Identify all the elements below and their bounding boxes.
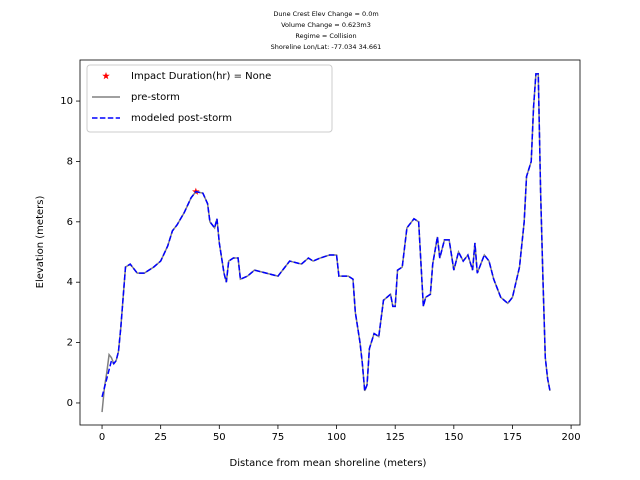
chart-title: Volume Change = 0.623m3 [281, 21, 371, 29]
x-tick-label: 150 [444, 432, 463, 443]
x-tick-label: 75 [272, 432, 285, 443]
x-tick-label: 100 [327, 432, 346, 443]
y-tick-label: 4 [67, 277, 73, 288]
legend-label: modeled post-storm [131, 113, 232, 124]
legend-box [86, 64, 333, 133]
y-tick-label: 8 [67, 156, 73, 167]
y-tick-label: 2 [67, 338, 73, 349]
y-tick-label: 0 [67, 398, 73, 409]
y-tick-label: 6 [67, 217, 73, 228]
x-tick-label: 175 [503, 432, 522, 443]
chart-title: Dune Crest Elev Change = 0.0m [273, 10, 378, 18]
chart-title: Regime = Collision [295, 32, 356, 40]
chart-title: Shoreline Lon/Lat: -77.034 34.661 [271, 43, 382, 51]
y-tick-label: 10 [60, 96, 73, 107]
plot-frame [79, 59, 581, 426]
x-tick-label: 50 [213, 432, 226, 443]
x-tick-label: 25 [154, 432, 167, 443]
legend-marker [102, 72, 110, 80]
profile-line [101, 73, 551, 398]
x-axis-label: Distance from mean shoreline (meters) [230, 458, 427, 469]
legend-label: pre-storm [131, 92, 180, 103]
x-tick-label: 0 [99, 432, 105, 443]
y-axis-label: Elevation (meters) [35, 196, 46, 289]
x-tick-label: 125 [386, 432, 405, 443]
legend-label: Impact Duration(hr) = None [131, 71, 271, 82]
x-tick-label: 200 [562, 432, 581, 443]
